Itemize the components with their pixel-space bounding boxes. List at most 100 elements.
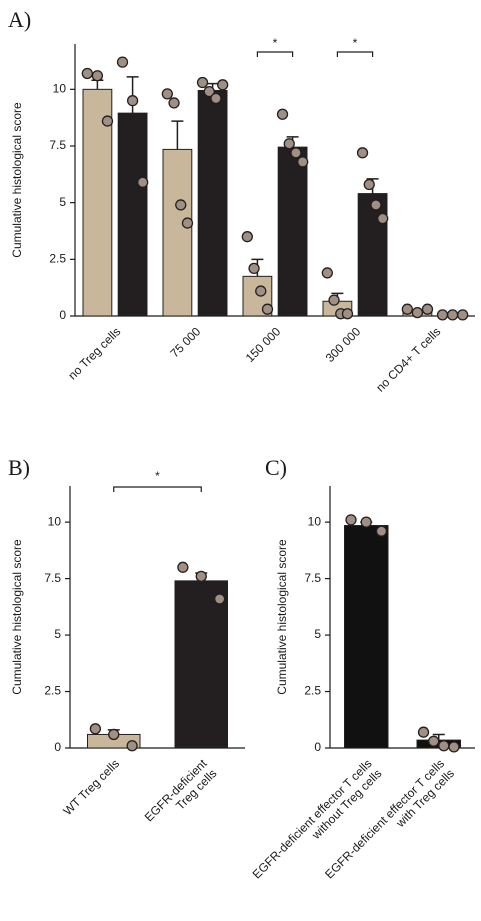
x-tick-label-line: 75 000 — [168, 324, 204, 360]
data-point — [126, 95, 139, 107]
x-tick-label: 75 000 — [168, 324, 204, 360]
y-tick-label: 0 — [59, 308, 66, 322]
data-point — [210, 92, 222, 105]
y-tick-label: 10 — [308, 514, 322, 528]
data-point — [175, 199, 187, 211]
error-bar — [126, 76, 139, 114]
data-point — [360, 516, 372, 528]
x-tick-label: no CD4+ T cells — [373, 324, 443, 394]
data-point — [181, 217, 194, 229]
data-point — [321, 267, 333, 279]
data-point — [297, 156, 309, 168]
significance-star: * — [155, 469, 160, 483]
data-point — [213, 593, 226, 605]
panel-label: C) — [265, 455, 287, 480]
data-point — [217, 79, 229, 91]
data-point — [421, 303, 434, 315]
data-point — [370, 199, 382, 211]
data-point — [177, 561, 189, 573]
data-point — [438, 740, 450, 752]
data-point — [341, 308, 354, 320]
y-tick-label: 5 — [54, 627, 61, 641]
data-point — [126, 740, 138, 752]
x-tick-label-line: no CD4+ T cells — [373, 324, 443, 394]
data-point — [108, 728, 120, 741]
data-point — [283, 138, 295, 150]
y-tick-label: 10 — [48, 514, 62, 528]
x-tick-label: 150 000 — [243, 324, 284, 365]
significance-bracket — [256, 51, 294, 57]
y-tick-label: 5 — [59, 195, 66, 209]
data-point — [356, 147, 369, 159]
data-point — [101, 115, 114, 127]
data-point — [446, 309, 459, 321]
y-tick-label: 7.5 — [44, 571, 61, 585]
data-point — [417, 726, 430, 738]
x-tick-label: no Treg cells — [65, 324, 123, 382]
data-point — [345, 514, 357, 526]
bar — [197, 89, 228, 317]
y-tick-label: 2.5 — [49, 252, 66, 266]
y-axis-label: Cumulative histological score — [275, 539, 289, 695]
data-point — [203, 85, 215, 98]
data-point — [161, 88, 173, 100]
x-tick-label-line: WT Treg cells — [61, 756, 123, 818]
data-point — [168, 97, 180, 109]
data-point — [137, 176, 149, 188]
y-axis-label: Cumulative histological score — [10, 539, 24, 695]
data-point — [116, 56, 129, 68]
y-tick-label: 5 — [314, 627, 321, 641]
y-tick-label: 0 — [54, 740, 61, 754]
bar — [357, 193, 388, 317]
data-point — [89, 723, 102, 735]
y-axis-label: Cumulative histological score — [10, 102, 24, 258]
data-point — [401, 303, 413, 315]
panel-label: A) — [8, 7, 31, 32]
data-point — [377, 212, 389, 225]
bar — [117, 112, 148, 317]
data-point — [457, 309, 469, 321]
significance-star: * — [353, 36, 358, 50]
x-tick-label-line: EGFR-deficient effector T cells — [250, 756, 375, 881]
bar — [162, 148, 193, 317]
data-point — [248, 262, 260, 275]
y-tick-label: 7.5 — [304, 571, 321, 585]
data-point — [196, 76, 209, 89]
significance-bracket — [336, 51, 374, 57]
x-tick-label: 300 000 — [323, 324, 364, 365]
data-point — [411, 306, 424, 319]
x-tick-label: WT Treg cells — [61, 756, 123, 818]
y-tick-label: 2.5 — [304, 684, 321, 698]
data-point — [261, 303, 274, 315]
data-point — [91, 70, 104, 82]
y-tick-label: 2.5 — [44, 684, 61, 698]
error-bar — [91, 79, 104, 90]
data-point — [328, 294, 340, 306]
data-point — [448, 741, 460, 753]
error-bar — [171, 120, 184, 150]
x-tick-label-line: 150 000 — [243, 324, 284, 365]
y-tick-label: 10 — [53, 82, 67, 96]
data-point — [436, 309, 449, 321]
data-point — [363, 178, 375, 191]
significance-bracket — [113, 486, 202, 492]
panel-label: B) — [8, 455, 30, 480]
data-point — [290, 147, 302, 159]
y-tick-label: 0 — [314, 740, 321, 754]
data-point — [81, 67, 93, 80]
data-point — [255, 285, 267, 297]
bar — [82, 88, 113, 317]
x-tick-label-line: 300 000 — [323, 324, 364, 365]
data-point — [241, 231, 253, 243]
data-point — [276, 108, 289, 120]
x-tick-label-line: no Treg cells — [65, 324, 123, 382]
bar — [174, 580, 228, 749]
y-tick-label: 7.5 — [49, 138, 66, 152]
data-point — [195, 570, 207, 582]
bar — [344, 525, 389, 749]
significance-star: * — [273, 36, 278, 50]
